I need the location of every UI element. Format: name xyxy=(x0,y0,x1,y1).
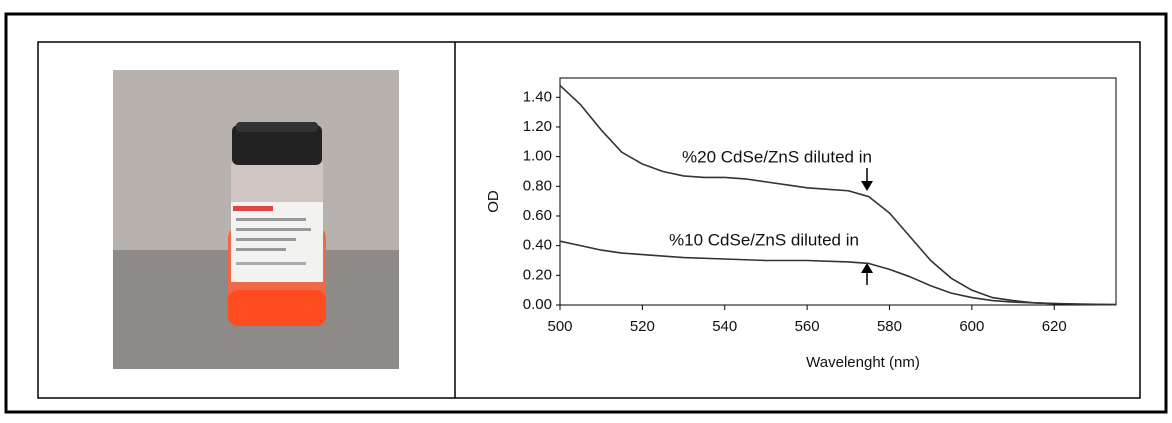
y-axis-label: OD xyxy=(485,190,502,213)
y-tick-label: 0.20 xyxy=(523,266,552,283)
x-tick-label: 560 xyxy=(795,318,820,335)
x-tick-label: 540 xyxy=(712,318,737,335)
x-axis-label: Wavelenght (nm) xyxy=(806,354,920,371)
annotation: %20 CdSe/ZnS diluted in xyxy=(682,147,872,166)
page: {"chart_data": {"type": "line", "xlabel"… xyxy=(0,0,1172,418)
annotation: %10 CdSe/ZnS diluted in xyxy=(669,230,859,249)
plot-frame xyxy=(560,78,1116,305)
figure: 0.00 0.20 0.40 0.60 0.80 1.00 1.20 1.40 500 520 54… xyxy=(0,0,1172,418)
y-tick-label: 1.40 xyxy=(523,88,552,105)
y-tick-label: 0.80 xyxy=(523,177,552,194)
x-tick-label: 520 xyxy=(630,318,655,335)
x-tick-label: 500 xyxy=(547,318,572,335)
y-tick-label: 1.20 xyxy=(523,118,552,135)
x-tick-label: 600 xyxy=(959,318,984,335)
y-tick-label: 0.00 xyxy=(523,296,552,313)
series-line xyxy=(560,85,1116,304)
arrow-head xyxy=(861,181,873,191)
y-tick-label: 0.60 xyxy=(523,207,552,224)
y-tick-label: 0.40 xyxy=(523,237,552,254)
x-tick-label: 620 xyxy=(1042,318,1067,335)
y-tick-label: 1.00 xyxy=(523,148,552,165)
photo xyxy=(113,70,399,369)
x-tick-label: 580 xyxy=(877,318,902,335)
series-line xyxy=(560,241,1116,304)
